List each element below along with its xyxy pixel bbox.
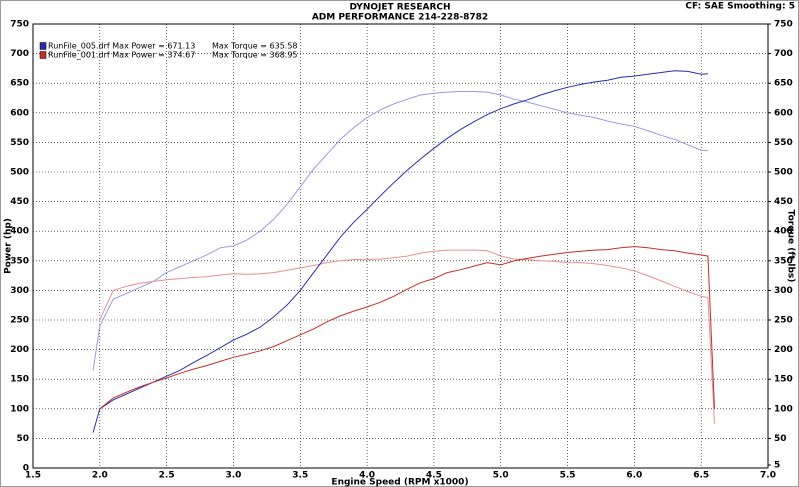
chart-title: DYNOJET RESEARCH [349, 3, 450, 13]
y2-tick-label: 350 [774, 256, 793, 266]
series-line [99, 249, 715, 424]
y2-tick-label: 650 [774, 79, 793, 89]
y2-tick-label: 250 [774, 316, 793, 326]
y2-tick-label: 700 [774, 49, 793, 59]
y-tick-label: 750 [10, 20, 29, 30]
x-tick-label: 3.0 [225, 471, 241, 481]
x-tick-label: 2.0 [92, 471, 108, 481]
x-tick-label: 5.0 [493, 471, 509, 481]
series-line [99, 246, 715, 410]
y2-tick-label: 200 [774, 345, 793, 355]
legend-label: RunFile_001.drf Max Power = 374.67 [48, 51, 195, 60]
legend-swatch [39, 42, 47, 50]
y-tick-label: 150 [10, 375, 29, 385]
y-axis-label: Power (hp) [4, 218, 14, 274]
y-tick-label: 600 [10, 108, 29, 118]
x-tick-label: 5.5 [560, 471, 576, 481]
y-tick-label: 650 [10, 79, 29, 89]
y2-tick-label: 750 [774, 20, 793, 30]
y-tick-label: 50 [16, 434, 29, 444]
y2-tick-label: 150 [774, 375, 793, 385]
series-line [92, 91, 708, 371]
x-tick-label: 7.0 [760, 471, 776, 481]
y2-tick-label: 550 [774, 138, 793, 148]
x-tick-label: 2.5 [159, 471, 175, 481]
series-line [92, 70, 708, 433]
legend-swatch [39, 51, 47, 59]
legend-label: RunFile_005.drf Max Power = 671.13 [48, 42, 195, 51]
x-tick-label: 6.0 [626, 471, 642, 481]
x-tick-label: 4.5 [426, 471, 442, 481]
y2-tick-label: 400 [774, 227, 793, 237]
x-tick-label: 3.5 [292, 471, 308, 481]
y-tick-label: 200 [10, 345, 29, 355]
legend-torque: Max Torque = 635.58 [212, 42, 298, 51]
y-tick-label: 700 [10, 49, 29, 59]
legend-torque: Max Torque = 368.95 [212, 51, 298, 60]
y2-axis-label: Torque (ft-lbs) [786, 210, 796, 283]
y-tick-label: 250 [10, 316, 29, 326]
corner-note: CF: SAE Smoothing: 5 [685, 2, 795, 12]
y2-tick-label: 500 [774, 168, 793, 178]
x-tick-label: 6.5 [693, 471, 709, 481]
x-tick-label: 1.5 [25, 471, 41, 481]
y2-tick-label: 450 [774, 197, 793, 207]
y2-tick-label: 100 [774, 404, 793, 414]
chart-subtitle: ADM PERFORMANCE 214-228-8782 [312, 13, 488, 23]
y-tick-label: 300 [10, 286, 29, 296]
y2-tick-label: 300 [774, 286, 793, 296]
y-tick-label: 0 [23, 464, 29, 474]
y2-tick-label: 50 [774, 434, 787, 444]
x-axis-label: Engine Speed (RPM x1000) [331, 478, 468, 487]
y-tick-label: 350 [10, 256, 29, 266]
y2-tick-label: 600 [774, 108, 793, 118]
x-tick-label: 4.0 [359, 471, 375, 481]
y-tick-label: 550 [10, 138, 29, 148]
y-tick-label: 100 [10, 404, 29, 414]
y-tick-label: 450 [10, 197, 29, 207]
y-tick-label: 400 [10, 227, 29, 237]
y2-tick-label: 5 [774, 461, 780, 471]
y-tick-label: 500 [10, 168, 29, 178]
